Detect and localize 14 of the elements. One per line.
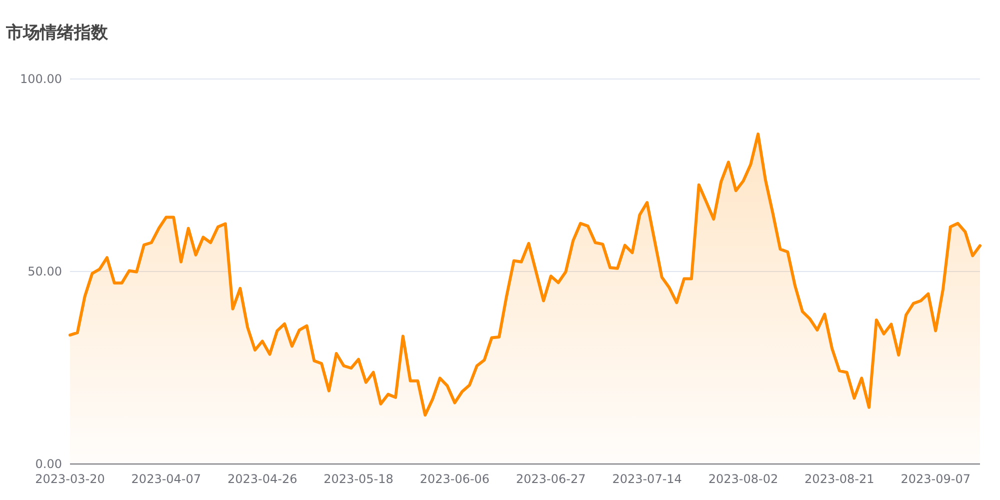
x-tick-label: 2023-04-26 xyxy=(227,472,298,486)
y-tick-label: 50.00 xyxy=(28,264,62,278)
x-tick-label: 2023-08-02 xyxy=(708,472,778,486)
x-tick-label: 2023-06-06 xyxy=(420,472,490,486)
y-tick-label: 100.00 xyxy=(20,72,62,86)
x-tick-label: 2023-04-07 xyxy=(131,472,202,486)
x-tick-label: 2023-07-14 xyxy=(612,472,682,486)
x-tick-label: 2023-06-27 xyxy=(516,472,586,486)
x-tick-label: 2023-05-18 xyxy=(324,472,394,486)
x-tick-label: 2023-09-07 xyxy=(900,472,970,486)
chart-title: 市场情绪指数 xyxy=(5,23,109,43)
x-tick-label: 2023-08-21 xyxy=(804,472,874,486)
x-tick-label: 2023-03-20 xyxy=(35,472,105,486)
y-tick-label: 0.00 xyxy=(35,457,62,471)
